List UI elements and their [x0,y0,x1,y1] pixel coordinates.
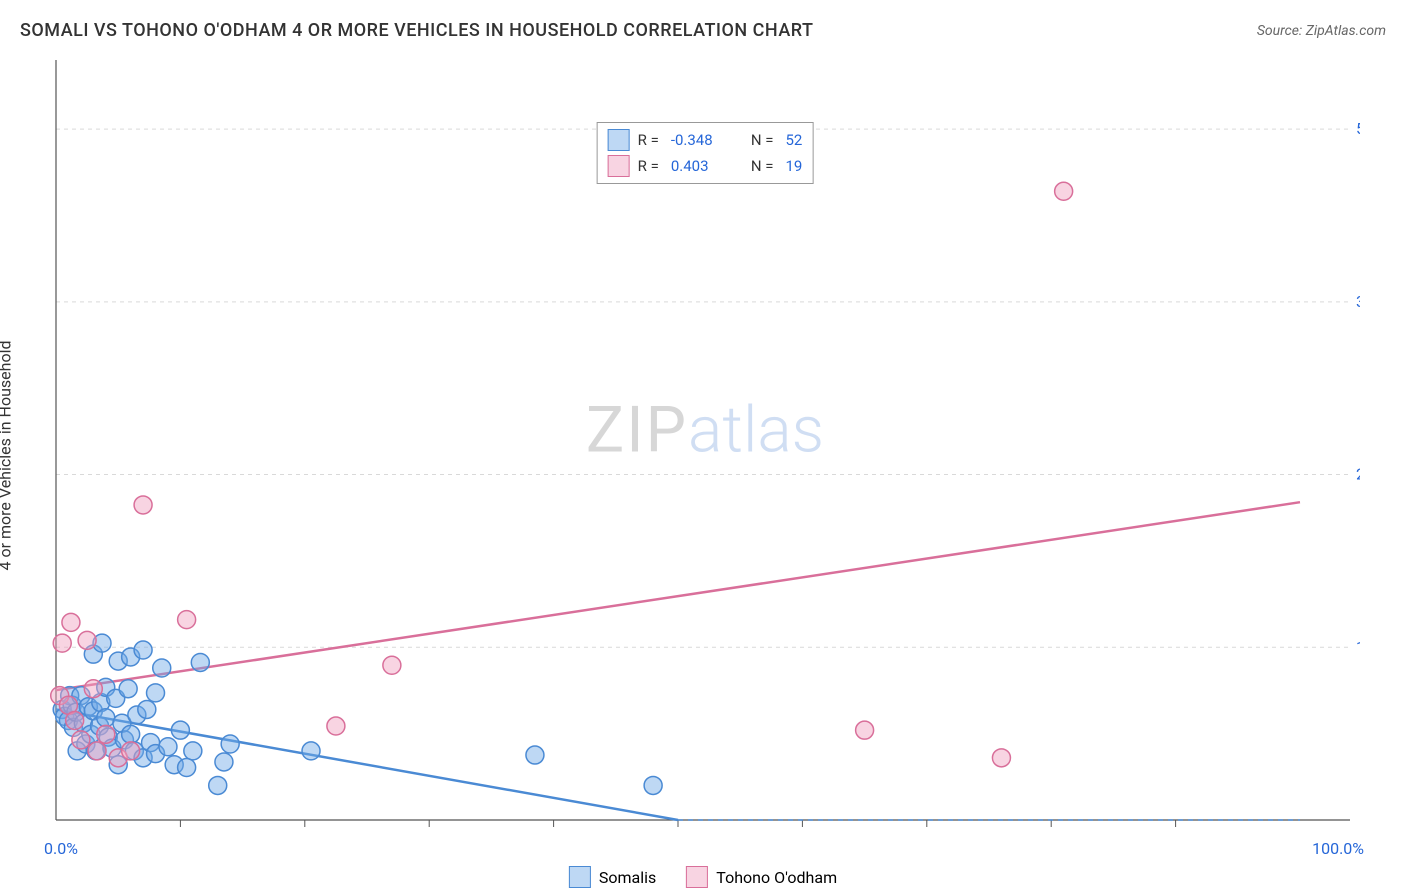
x-axis-min-label: 0.0% [44,839,78,858]
correlation-legend-row: R =0.403N =19 [608,153,803,179]
x-axis-max-label: 100.0% [1312,839,1364,858]
svg-text:12.5%: 12.5% [1356,637,1360,656]
legend-swatch [569,866,591,888]
svg-text:25.0%: 25.0% [1356,465,1360,484]
correlation-legend: R =-0.348N =52R =0.403N =19 [597,122,814,184]
legend-swatch [686,866,708,888]
y-axis-label: 4 or more Vehicles in Household [0,340,15,570]
chart-title: SOMALI VS TOHONO O'ODHAM 4 OR MORE VEHIC… [20,20,813,41]
series-legend-item: Somalis [569,866,656,888]
svg-text:50.0%: 50.0% [1356,119,1360,138]
chart-header: SOMALI VS TOHONO O'ODHAM 4 OR MORE VEHIC… [20,20,1386,41]
legend-swatch [608,129,630,151]
svg-text:37.5%: 37.5% [1356,292,1360,311]
series-legend-label: Tohono O'odham [716,868,837,887]
chart-source: Source: ZipAtlas.com [1257,23,1386,39]
series-legend-label: Somalis [599,868,656,887]
correlation-legend-row: R =-0.348N =52 [608,127,803,153]
legend-swatch [608,155,630,177]
series-legend-item: Tohono O'odham [686,866,837,888]
chart-area: 12.5%25.0%37.5%50.0% ZIPatlas R =-0.348N… [50,60,1360,830]
series-legend: Somalis Tohono O'odham [569,866,837,888]
